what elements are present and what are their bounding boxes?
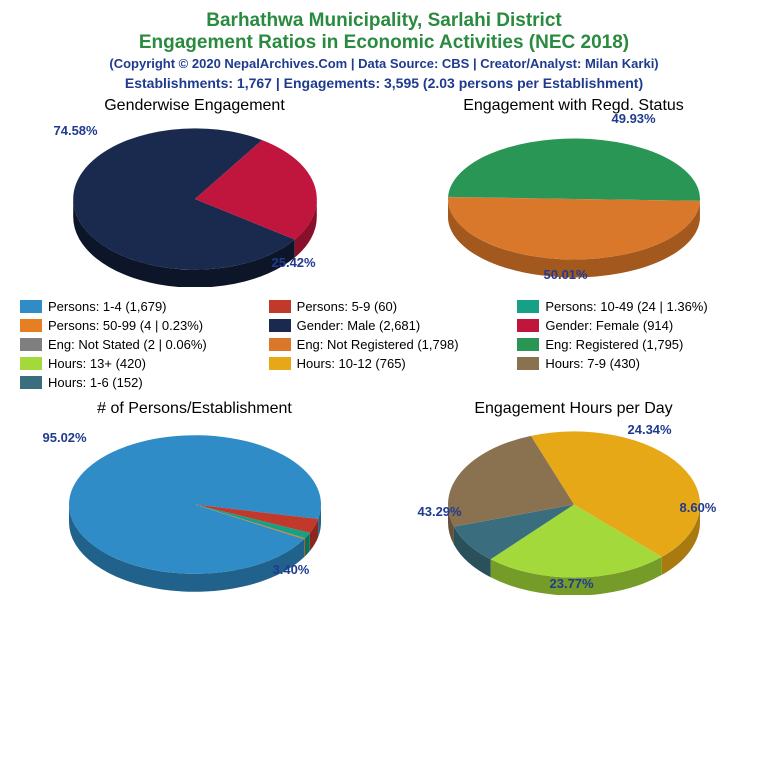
pie-slice-label: 50.01% bbox=[544, 267, 588, 282]
chart-grid: Genderwise Engagement 74.58% 25.42% Engag… bbox=[14, 97, 754, 595]
legend-text: Eng: Registered (1,795) bbox=[545, 337, 683, 352]
legend-item: Hours: 10-12 (765) bbox=[269, 356, 500, 371]
pie-slice-label: 25.42% bbox=[272, 255, 316, 270]
pie-slice-label: 8.60% bbox=[680, 500, 717, 515]
pie-slice-label: 74.58% bbox=[54, 123, 98, 138]
pie-slice-label: 95.02% bbox=[43, 430, 87, 445]
legend-swatch bbox=[517, 300, 539, 313]
legend-text: Hours: 1-6 (152) bbox=[48, 375, 143, 390]
legend-swatch bbox=[269, 300, 291, 313]
legend-item: Gender: Female (914) bbox=[517, 318, 748, 333]
chart-hours: Engagement Hours per Day 43.29% 23.77% 8.6… bbox=[393, 400, 754, 595]
pie-slice-label: 49.93% bbox=[612, 111, 656, 126]
legend: Persons: 1-4 (1,679) Persons: 5-9 (60) Per… bbox=[14, 295, 754, 392]
stats-line: Establishments: 1,767 | Engagements: 3,5… bbox=[14, 75, 754, 91]
legend-text: Hours: 13+ (420) bbox=[48, 356, 146, 371]
pie-slice-label: 43.29% bbox=[418, 504, 462, 519]
chart-persons: # of Persons/Establishment 95.02% 3.40% bbox=[14, 400, 375, 595]
legend-text: Gender: Female (914) bbox=[545, 318, 673, 333]
legend-text: Hours: 10-12 (765) bbox=[297, 356, 406, 371]
legend-item: Eng: Registered (1,795) bbox=[517, 337, 748, 352]
legend-text: Persons: 5-9 (60) bbox=[297, 299, 397, 314]
legend-swatch bbox=[20, 319, 42, 332]
legend-swatch bbox=[269, 357, 291, 370]
chart-title-gender: Genderwise Engagement bbox=[14, 97, 375, 115]
legend-text: Persons: 10-49 (24 | 1.36%) bbox=[545, 299, 707, 314]
legend-item: Persons: 10-49 (24 | 1.36%) bbox=[517, 299, 748, 314]
legend-swatch bbox=[20, 338, 42, 351]
legend-swatch bbox=[20, 376, 42, 389]
legend-swatch bbox=[517, 319, 539, 332]
legend-text: Gender: Male (2,681) bbox=[297, 318, 421, 333]
pie-slice-label: 23.77% bbox=[550, 576, 594, 591]
copyright-line: (Copyright © 2020 NepalArchives.Com | Da… bbox=[14, 56, 754, 71]
legend-item: Hours: 13+ (420) bbox=[20, 356, 251, 371]
legend-swatch bbox=[269, 338, 291, 351]
pie-slice-label: 24.34% bbox=[628, 422, 672, 437]
pie-persons: 95.02% 3.40% bbox=[45, 420, 345, 595]
legend-swatch bbox=[20, 357, 42, 370]
legend-swatch bbox=[517, 338, 539, 351]
legend-item: Hours: 7-9 (430) bbox=[517, 356, 748, 371]
legend-item: Persons: 5-9 (60) bbox=[269, 299, 500, 314]
legend-item: Persons: 50-99 (4 | 0.23%) bbox=[20, 318, 251, 333]
legend-text: Eng: Not Stated (2 | 0.06%) bbox=[48, 337, 207, 352]
legend-item: Persons: 1-4 (1,679) bbox=[20, 299, 251, 314]
legend-text: Eng: Not Registered (1,798) bbox=[297, 337, 459, 352]
title-line1: Barhathwa Municipality, Sarlahi District bbox=[14, 10, 754, 32]
legend-item: Eng: Not Stated (2 | 0.06%) bbox=[20, 337, 251, 352]
pie-slice-label: 3.40% bbox=[273, 562, 310, 577]
title-line2: Engagement Ratios in Economic Activities… bbox=[14, 32, 754, 54]
legend-item: Gender: Male (2,681) bbox=[269, 318, 500, 333]
chart-title-hours: Engagement Hours per Day bbox=[393, 400, 754, 418]
legend-text: Persons: 50-99 (4 | 0.23%) bbox=[48, 318, 203, 333]
header-block: Barhathwa Municipality, Sarlahi District… bbox=[14, 10, 754, 91]
legend-text: Persons: 1-4 (1,679) bbox=[48, 299, 167, 314]
legend-item: Eng: Not Registered (1,798) bbox=[269, 337, 500, 352]
legend-swatch bbox=[20, 300, 42, 313]
chart-title-persons: # of Persons/Establishment bbox=[14, 400, 375, 418]
legend-swatch bbox=[269, 319, 291, 332]
pie-regd: 49.93%50.01% bbox=[424, 117, 724, 287]
legend-swatch bbox=[517, 357, 539, 370]
chart-title-regd: Engagement with Regd. Status bbox=[393, 97, 754, 115]
legend-text: Hours: 7-9 (430) bbox=[545, 356, 640, 371]
legend-item: Hours: 1-6 (152) bbox=[20, 375, 251, 390]
chart-gender: Genderwise Engagement 74.58% 25.42% bbox=[14, 97, 375, 287]
pie-hours: 43.29%23.77%8.60%24.34% bbox=[424, 420, 724, 595]
pie-gender: 74.58% 25.42% bbox=[50, 117, 340, 287]
chart-regd: Engagement with Regd. Status 49.93%50.01… bbox=[393, 97, 754, 287]
